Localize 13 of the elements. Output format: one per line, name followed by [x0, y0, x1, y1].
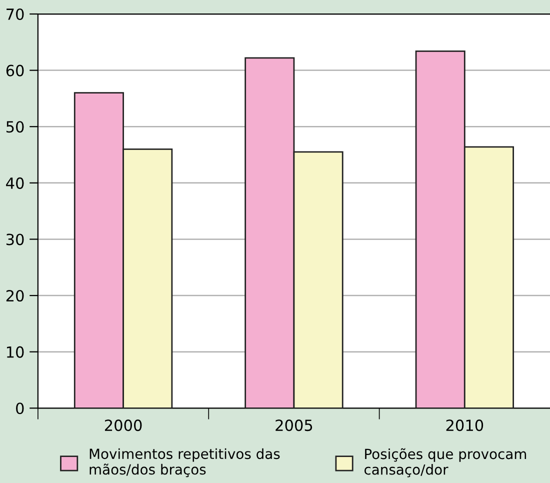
y-tick-label: 70 [6, 8, 24, 20]
legend-label: Movimentos repetitivos das mãos/dos braços [90, 448, 280, 478]
y-tick-label: 40 [6, 177, 24, 189]
y-tick-label: 30 [6, 234, 24, 246]
legend-label: Posições que provocam cansaço/dor [364, 448, 526, 478]
x-tick-label: 2010 [446, 420, 484, 432]
x-tick-label: 2005 [276, 420, 312, 432]
y-tick-label: 20 [6, 290, 24, 302]
y-tick-label: 50 [6, 121, 24, 133]
y-tick-label: 60 [6, 64, 24, 76]
x-tick-label: 2000 [104, 420, 142, 432]
y-tick-label: 0 [16, 402, 24, 414]
y-tick-label: 10 [6, 346, 24, 358]
